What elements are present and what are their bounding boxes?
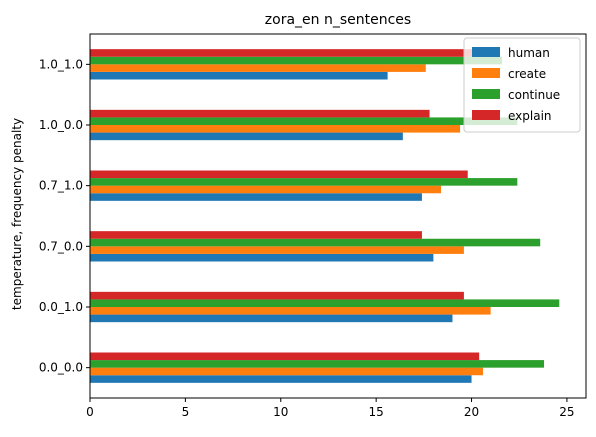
y-tick-label: 1.0_1.0 (39, 57, 83, 71)
legend: human create continue explain (463, 37, 581, 133)
bar-create-0.7_0.0 (90, 246, 464, 254)
bar-explain-1.0_0.0 (90, 109, 430, 118)
plot-frame (89, 33, 587, 399)
y-axis-label: temperature, frequency penalty (10, 118, 24, 310)
bar-human-1.0_0.0 (90, 132, 403, 141)
y-tick-label: 1.0_0.0 (39, 118, 83, 132)
chart-title: zora_en n_sentences (265, 12, 411, 28)
axes-layer: 0.0_0.0 0.0_1.0 0.7_0.0 0.7_1.0 1.0_0.0 1.0_1… (39, 33, 587, 419)
bar-explain-0.0_1.0 (90, 291, 464, 300)
bar-explain-1.0_1.0 (90, 49, 499, 57)
bar-human-1.0_1.0 (90, 71, 388, 80)
bar-explain-0.0_0.0 (90, 352, 480, 361)
bar-create-0.0_1.0 (90, 307, 491, 315)
bar-explain-0.7_0.0 (90, 231, 422, 239)
bar-create-1.0_0.0 (90, 125, 461, 133)
legend-label-continue: continue (508, 88, 560, 102)
x-tick-label: 25 (559, 405, 574, 419)
bar-continue-1.0_0.0 (90, 117, 518, 125)
bar-explain-0.7_1.0 (90, 170, 468, 179)
legend-swatch-continue (472, 89, 500, 99)
bar-continue-1.0_1.0 (90, 56, 503, 65)
y-tick-label: 0.0_0.0 (39, 361, 83, 375)
x-tick-label: 0 (86, 405, 94, 419)
x-tick-label: 15 (369, 405, 384, 419)
bars-layer (90, 49, 560, 383)
bar-create-0.0_0.0 (90, 367, 483, 376)
legend-box (463, 37, 581, 133)
x-tick-label: 10 (273, 405, 288, 419)
bar-create-1.0_1.0 (90, 64, 426, 72)
y-tick-label: 0.7_0.0 (39, 239, 83, 253)
legend-label-create: create (508, 67, 546, 81)
x-tick-label: 20 (464, 405, 479, 419)
bar-continue-0.7_1.0 (90, 178, 518, 186)
legend-swatch-human (472, 47, 500, 57)
bar-human-0.7_0.0 (90, 253, 434, 262)
bar-human-0.0_1.0 (90, 314, 453, 323)
y-tick-label: 0.7_1.0 (39, 179, 83, 193)
bar-continue-0.7_0.0 (90, 238, 541, 247)
bar-continue-0.0_1.0 (90, 299, 560, 307)
legend-swatch-explain (472, 110, 500, 120)
bar-continue-0.0_0.0 (90, 360, 545, 368)
bar-create-0.7_1.0 (90, 185, 442, 194)
legend-label-human: human (508, 46, 550, 60)
x-tick-label: 5 (182, 405, 190, 419)
legend-swatch-create (472, 68, 500, 78)
y-tick-label: 0.0_1.0 (39, 300, 83, 314)
legend-label-explain: explain (508, 109, 552, 123)
bar-human-0.0_0.0 (90, 375, 472, 383)
bar-human-0.7_1.0 (90, 193, 422, 201)
